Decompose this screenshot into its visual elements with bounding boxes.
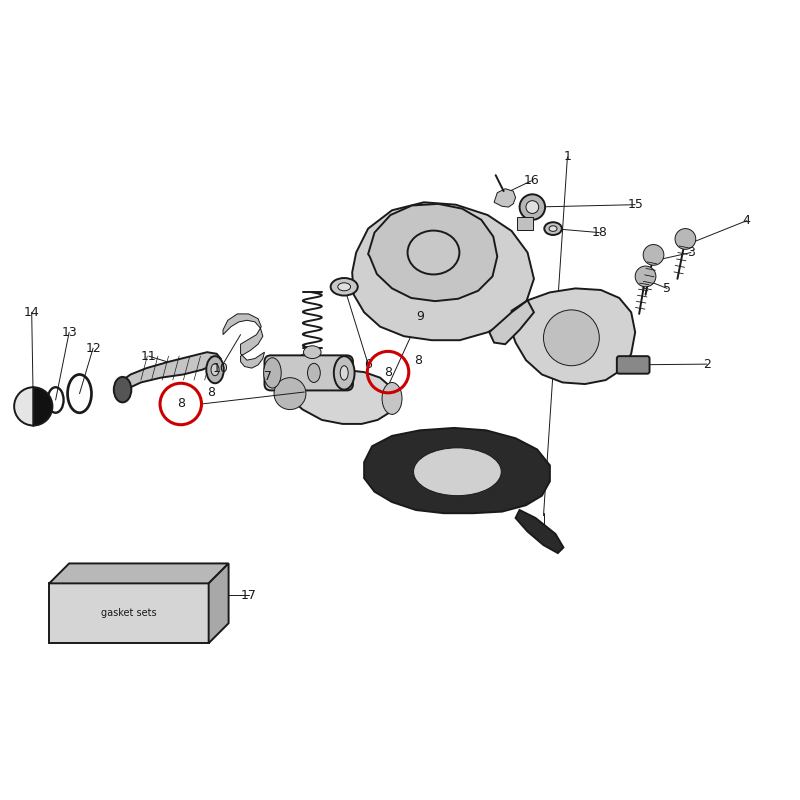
FancyBboxPatch shape <box>517 218 533 230</box>
Ellipse shape <box>382 382 402 414</box>
Text: 18: 18 <box>591 226 607 239</box>
Circle shape <box>526 201 538 214</box>
Text: 12: 12 <box>85 342 101 354</box>
Text: 10: 10 <box>213 362 229 374</box>
Ellipse shape <box>407 230 459 274</box>
Text: 6: 6 <box>364 358 372 370</box>
Polygon shape <box>223 314 265 368</box>
Polygon shape <box>515 510 563 553</box>
Circle shape <box>675 229 696 250</box>
Text: 8: 8 <box>177 398 185 410</box>
Polygon shape <box>490 300 534 344</box>
Text: 8: 8 <box>384 366 392 378</box>
Text: 4: 4 <box>743 214 750 227</box>
Polygon shape <box>50 563 229 583</box>
Polygon shape <box>364 428 550 514</box>
FancyBboxPatch shape <box>617 356 650 374</box>
Text: 16: 16 <box>524 174 539 187</box>
Ellipse shape <box>544 222 562 235</box>
Circle shape <box>635 266 656 286</box>
Text: 5: 5 <box>663 282 671 295</box>
Ellipse shape <box>307 363 320 382</box>
Text: 9: 9 <box>416 310 424 322</box>
Polygon shape <box>494 189 515 207</box>
Ellipse shape <box>330 278 358 295</box>
Ellipse shape <box>114 377 131 402</box>
Polygon shape <box>288 370 396 424</box>
Text: gasket sets: gasket sets <box>101 608 157 618</box>
Ellipse shape <box>211 364 219 376</box>
Circle shape <box>274 378 306 410</box>
Text: 8: 8 <box>207 386 215 398</box>
Ellipse shape <box>334 356 354 390</box>
Circle shape <box>643 245 664 266</box>
Text: 15: 15 <box>627 198 643 211</box>
Text: 14: 14 <box>24 306 39 319</box>
Ellipse shape <box>338 283 350 290</box>
Wedge shape <box>34 387 53 426</box>
Polygon shape <box>50 583 209 643</box>
FancyBboxPatch shape <box>265 355 353 390</box>
Text: 7: 7 <box>265 370 273 382</box>
Text: 11: 11 <box>141 350 157 362</box>
Wedge shape <box>14 387 34 426</box>
Circle shape <box>519 194 545 220</box>
Text: 1: 1 <box>563 150 571 163</box>
Ellipse shape <box>549 226 557 231</box>
Text: 3: 3 <box>687 246 695 259</box>
Polygon shape <box>510 288 635 384</box>
Polygon shape <box>368 204 498 301</box>
Text: 8: 8 <box>414 354 422 366</box>
Text: 13: 13 <box>62 326 77 338</box>
Polygon shape <box>209 563 229 643</box>
Circle shape <box>543 310 599 366</box>
Text: 17: 17 <box>241 589 257 602</box>
Polygon shape <box>114 352 221 396</box>
Text: 2: 2 <box>703 358 711 370</box>
Ellipse shape <box>303 346 321 358</box>
Polygon shape <box>352 202 534 340</box>
Ellipse shape <box>340 366 348 380</box>
Ellipse shape <box>264 358 282 388</box>
Ellipse shape <box>414 448 502 496</box>
Ellipse shape <box>206 356 224 383</box>
